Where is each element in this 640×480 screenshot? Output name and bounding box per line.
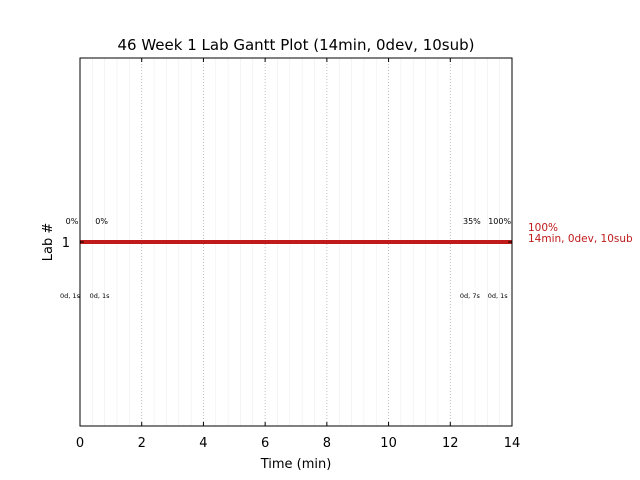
annotation-layer: 0% 0d, 1s 0% 0d, 1s 35% 0d, 7s 100% 0d, 1s bbox=[60, 217, 511, 300]
x-axis: 0 2 4 6 8 10 12 14 bbox=[76, 58, 520, 451]
y-axis: 1 bbox=[62, 236, 512, 251]
x-tick-label: 0 bbox=[76, 436, 84, 451]
x-tick-label: 8 bbox=[323, 436, 331, 451]
x-tick-label: 6 bbox=[261, 436, 269, 451]
x-axis-label: Time (min) bbox=[260, 457, 332, 472]
percent-label: 0% bbox=[95, 217, 108, 226]
x-tick-label: 12 bbox=[442, 436, 459, 451]
percent-label: 35% bbox=[463, 217, 481, 226]
time-label: 0d, 7s bbox=[460, 292, 481, 300]
time-label: 0d, 1s bbox=[60, 292, 81, 300]
chart-title: 46 Week 1 Lab Gantt Plot (14min, 0dev, 1… bbox=[117, 36, 474, 54]
end-label-line: 14min, 0dev, 10sub bbox=[528, 233, 633, 245]
y-axis-label: Lab # bbox=[41, 223, 56, 262]
x-tick-label: 4 bbox=[199, 436, 207, 451]
y-tick-label: 1 bbox=[62, 236, 70, 251]
time-label: 0d, 1s bbox=[488, 292, 509, 300]
x-tick-label: 14 bbox=[504, 436, 521, 451]
x-tick-label: 10 bbox=[380, 436, 397, 451]
percent-label: 0% bbox=[66, 217, 79, 226]
end-label: 100%14min, 0dev, 10sub bbox=[528, 222, 633, 245]
end-label-line: 100% bbox=[528, 222, 558, 234]
x-tick-label: 2 bbox=[138, 436, 146, 451]
time-label: 0d, 1s bbox=[90, 292, 111, 300]
percent-label: 100% bbox=[488, 217, 511, 226]
